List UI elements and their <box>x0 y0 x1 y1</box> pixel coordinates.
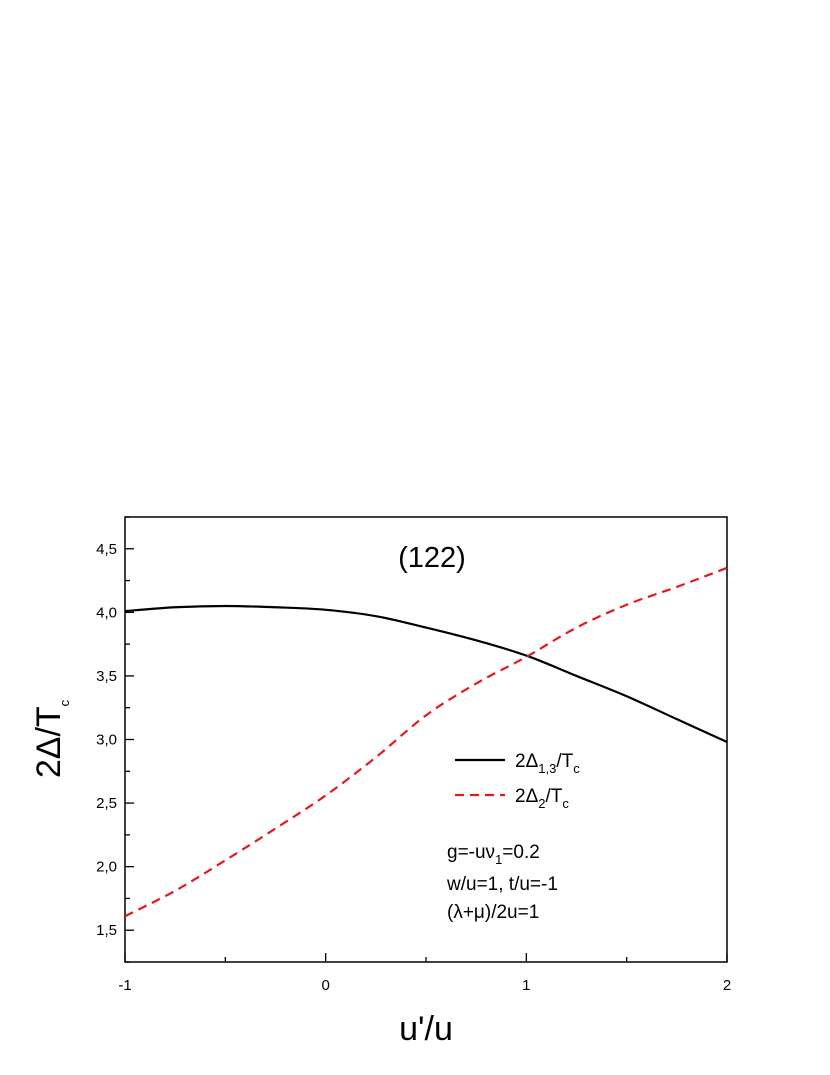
y-tick-label: 1,5 <box>96 922 117 939</box>
y-tick-label: 3,5 <box>96 668 117 685</box>
chart-title: (122) <box>398 542 466 574</box>
x-axis: -1 0 1 2 <box>118 953 731 994</box>
y-axis-title-main: 2Δ/T <box>30 706 68 778</box>
annotation-coupling: g=-uν1=0.2 <box>447 842 540 867</box>
parameter-annotations: g=-uν1=0.2 w/u=1, t/u=-1 (λ+μ)/2u=1 <box>446 842 558 923</box>
y-axis: 1,5 2,0 2,5 3,0 3,5 4,0 4,5 <box>96 516 134 963</box>
y-tick-label: 3,0 <box>96 732 117 749</box>
x-axis-title: u'/u <box>399 1010 453 1048</box>
y-tick-label: 4,5 <box>96 541 117 558</box>
x-tick-label: -1 <box>118 977 131 994</box>
y-tick-label: 4,0 <box>96 604 117 621</box>
y-tick-label: 2,0 <box>96 859 117 876</box>
x-tick-label: 2 <box>723 977 731 994</box>
x-tick-label: 0 <box>321 977 329 994</box>
plot-frame <box>124 516 728 963</box>
annotation-lambda-mu: (λ+μ)/2u=1 <box>447 902 539 923</box>
legend-label-0: 2Δ1,3/Tc <box>515 751 580 776</box>
x-tick-label: 1 <box>522 977 530 994</box>
y-axis-title-sub: c <box>57 699 72 706</box>
annotation-ratios: w/u=1, t/u=-1 <box>446 874 558 895</box>
y-tick-label: 2,5 <box>96 795 117 812</box>
plot-area <box>124 516 728 963</box>
series-layer <box>124 566 728 918</box>
series-line-0 <box>124 604 728 744</box>
svg-text:2Δ/Tc: 2Δ/Tc <box>30 699 72 778</box>
series-line-1 <box>124 566 728 918</box>
y-axis-title: 2Δ/Tc <box>30 699 72 778</box>
legend: 2Δ1,3/Tc 2Δ2/Tc <box>455 751 580 811</box>
legend-label-1: 2Δ2/Tc <box>515 786 569 811</box>
